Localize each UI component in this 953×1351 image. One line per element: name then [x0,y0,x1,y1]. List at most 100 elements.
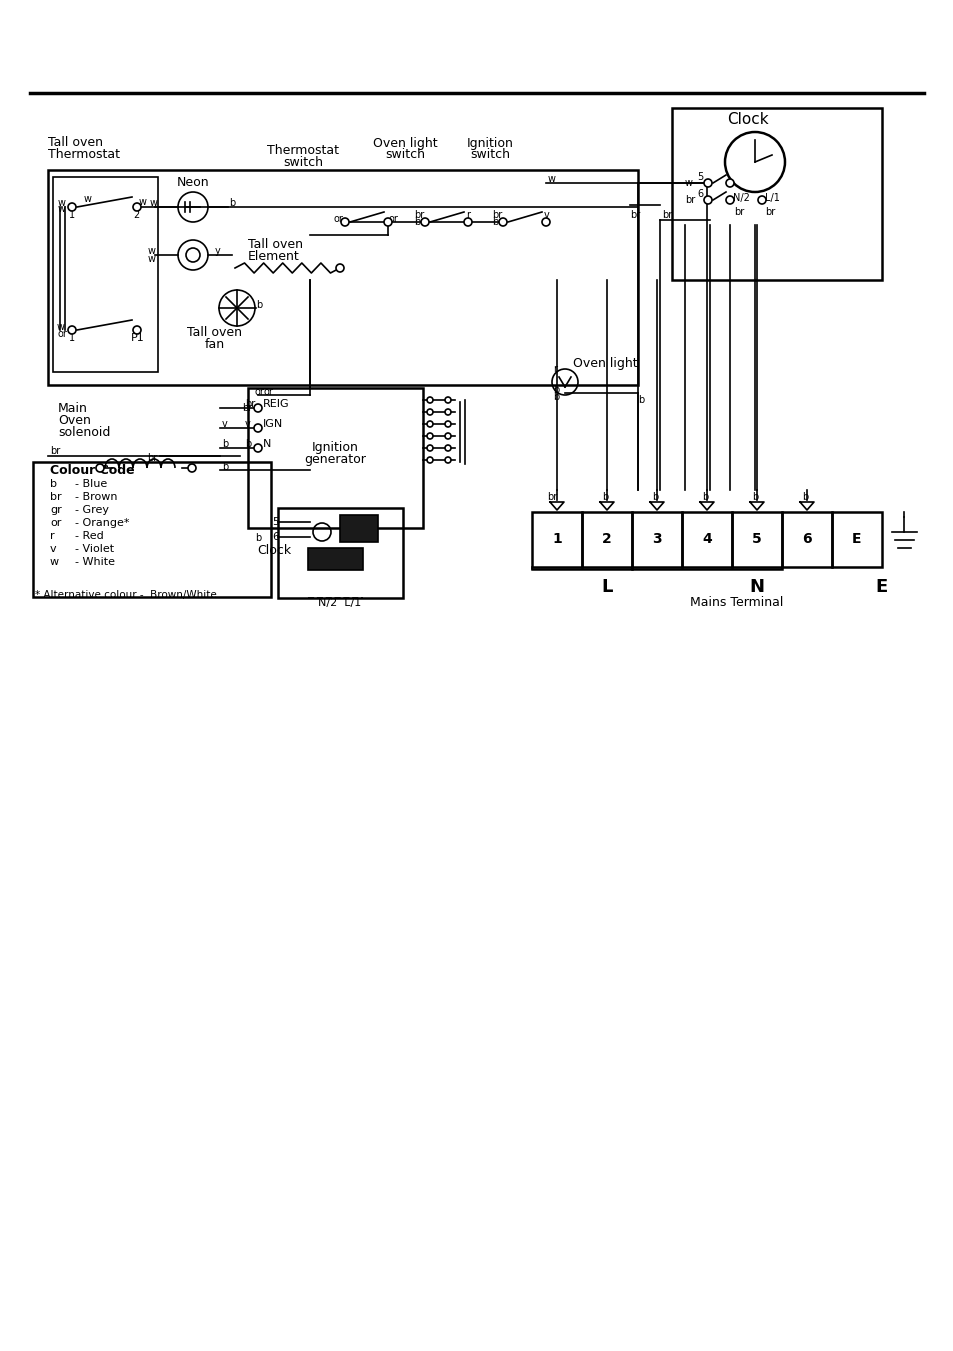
Text: b: b [255,300,262,309]
Circle shape [427,397,433,403]
Text: br: br [414,218,424,227]
Text: Oven light: Oven light [573,357,637,370]
Text: fan: fan [205,338,225,350]
Text: - Violet: - Violet [75,544,114,554]
Text: w: w [684,178,692,188]
Text: 5: 5 [272,517,278,527]
Text: Oven: Oven [58,413,91,427]
Text: Ignition: Ignition [312,440,358,454]
Text: Thermostat: Thermostat [48,149,120,162]
Text: N/2  L/1: N/2 L/1 [318,598,361,608]
Text: generator: generator [304,453,366,466]
Text: br: br [414,209,424,220]
Circle shape [444,409,451,415]
Text: Tall oven: Tall oven [48,136,103,150]
Text: L/1: L/1 [764,193,779,203]
Text: 2: 2 [132,209,139,220]
Text: w: w [148,254,156,263]
Text: 1: 1 [69,209,75,220]
Bar [731,512,781,567]
Text: switch: switch [283,155,323,169]
Text: v: v [543,209,549,220]
Text: 1: 1 [552,532,561,546]
Text: Thermostat: Thermostat [267,143,338,157]
Circle shape [68,326,76,334]
Text: - Grey: - Grey [75,505,109,515]
Text: IGN: IGN [263,419,283,430]
Text: 4: 4 [701,532,711,546]
Bar [339,515,377,542]
Text: w: w [57,322,65,332]
Bar [781,512,831,567]
Text: w: w [50,557,59,567]
Text: Ignition: Ignition [466,136,513,150]
Text: y: y [214,246,220,255]
Bar [532,512,581,567]
Text: br: br [492,218,501,227]
Bar [308,549,363,570]
Text: v: v [50,544,56,554]
Text: w: w [58,204,66,213]
Bar [831,512,882,567]
Text: 3: 3 [652,532,661,546]
Bar [671,108,882,280]
Text: - Brown: - Brown [75,492,117,503]
Text: b: b [553,385,558,394]
Circle shape [132,326,141,334]
Text: b: b [638,394,643,405]
Circle shape [68,203,76,211]
Text: Main: Main [58,401,88,415]
Circle shape [384,218,392,226]
Text: N/2: N/2 [732,193,749,203]
Circle shape [427,444,433,451]
Text: b: b [751,492,758,503]
Text: N: N [749,578,763,596]
Text: b: b [245,439,251,449]
Text: or: or [57,330,67,339]
Text: v: v [222,419,228,430]
Text: Tall oven: Tall oven [188,326,242,339]
Text: or: or [334,213,343,224]
Text: Mains Terminal: Mains Terminal [690,596,782,608]
Circle shape [427,422,433,427]
Circle shape [427,457,433,463]
Text: b: b [651,492,658,503]
Text: solenoid: solenoid [58,426,111,439]
Text: w: w [139,197,147,207]
Text: br: br [242,403,252,413]
Text: E: E [851,532,861,546]
Text: Clock: Clock [726,112,768,127]
Circle shape [335,263,344,272]
Text: 6: 6 [272,532,278,542]
Text: - Red: - Red [75,531,104,540]
Bar [681,512,731,567]
Text: or: or [50,517,61,528]
Text: br: br [245,399,255,409]
Text: or: or [389,213,398,224]
Circle shape [444,457,451,463]
Text: br: br [733,207,743,218]
Text: 1: 1 [69,332,75,343]
Bar [33,462,271,597]
Text: b: b [553,392,558,403]
Circle shape [703,178,711,186]
Text: b: b [229,199,235,208]
Text: Tall oven: Tall oven [248,239,303,251]
Text: Oven light: Oven light [373,136,436,150]
Circle shape [725,196,733,204]
Circle shape [444,444,451,451]
Text: - White: - White [75,557,115,567]
Circle shape [253,444,262,453]
Text: br: br [764,207,775,218]
Text: br: br [661,209,672,220]
Circle shape [703,196,711,204]
Text: b: b [254,534,261,543]
Bar [631,512,681,567]
Text: w: w [150,199,158,208]
Circle shape [758,196,765,204]
Text: switch: switch [385,149,424,162]
Text: - Orange*: - Orange* [75,517,130,528]
Text: Element: Element [248,250,299,263]
Circle shape [725,178,733,186]
Text: E: E [875,578,887,596]
